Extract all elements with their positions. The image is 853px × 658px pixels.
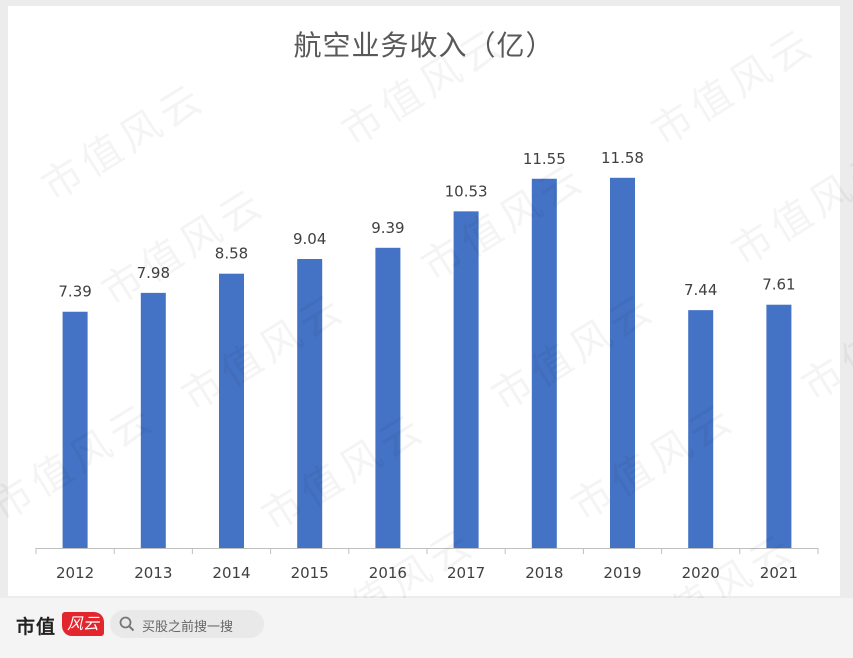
data-label: 9.04: [293, 230, 326, 248]
data-label: 7.61: [762, 276, 795, 294]
search-box[interactable]: 买股之前搜一搜: [110, 610, 264, 638]
brand-logo-text: 市值: [16, 616, 57, 638]
search-placeholder: 买股之前搜一搜: [142, 620, 234, 635]
data-label: 10.53: [445, 182, 488, 200]
search-icon: [119, 616, 135, 636]
x-tick-label: 2016: [369, 564, 407, 582]
x-tick-label: 2017: [447, 564, 485, 582]
bar-2018: [531, 178, 557, 548]
chart-frame: 航空业务收入（亿） 7.39 2012 7.98 2013 8.58 2014 9.04 20…: [8, 6, 840, 596]
data-label: 11.55: [523, 150, 566, 168]
data-label: 7.39: [58, 283, 91, 301]
x-tick-label: 2015: [291, 564, 329, 582]
x-tick-label: 2013: [134, 564, 172, 582]
data-label: 7.98: [137, 264, 170, 282]
x-tick-label: 2018: [525, 564, 563, 582]
bar-2017: [453, 211, 479, 549]
brand-logo-badge: 风云: [62, 612, 104, 636]
x-tick-label: 2020: [682, 564, 720, 582]
data-label: 7.44: [684, 281, 717, 299]
bar-2015: [297, 258, 323, 548]
bar-2014: [219, 273, 244, 548]
bar-2016: [375, 247, 401, 548]
bar-2021: [766, 304, 792, 548]
x-tick-label: 2021: [760, 564, 798, 582]
bar-2019: [610, 177, 635, 549]
bar-2013: [140, 292, 166, 548]
x-tick-label: 2019: [603, 564, 641, 582]
data-label: 8.58: [215, 245, 248, 263]
x-tick-label: 2014: [212, 564, 250, 582]
chart-title: 航空业务收入（亿）: [293, 29, 555, 62]
data-label: 9.39: [371, 219, 404, 237]
data-label: 11.58: [601, 149, 644, 167]
bar-2012: [62, 311, 88, 548]
bar-chart: 7.39 2012 7.98 2013 8.58 2014 9.04 2015 9.39 2016…: [35, 149, 819, 582]
bar-2020: [688, 310, 714, 548]
footer-bar: 市值 风云 买股之前搜一搜: [0, 598, 853, 658]
x-tick-label: 2012: [56, 564, 94, 582]
